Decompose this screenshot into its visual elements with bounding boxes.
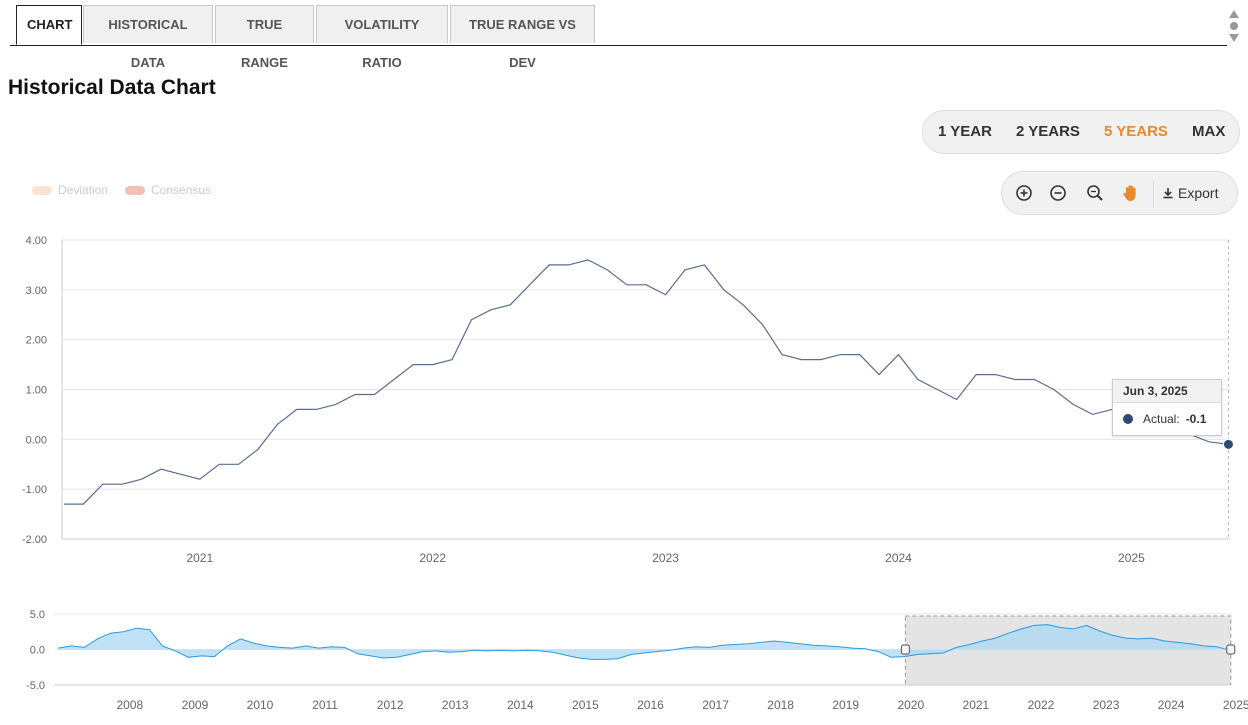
arrow-up-icon: [1229, 10, 1239, 18]
legend-item-consensus[interactable]: Consensus: [125, 183, 211, 197]
page-title: Historical Data Chart: [8, 76, 216, 99]
nav-x-tick-label: 2011: [312, 698, 338, 712]
magnifier-icon[interactable]: [1084, 182, 1106, 204]
navigator-line: [58, 624, 1230, 660]
arrow-down-icon: [1229, 34, 1239, 42]
y-tick-label: 1.00: [26, 385, 47, 397]
x-tick-label: 2022: [419, 551, 446, 565]
nav-y-tick-label: 0.0: [30, 645, 45, 657]
nav-x-tick-label: 2009: [182, 698, 209, 712]
x-tick-label: 2024: [885, 551, 912, 565]
tooltip-row: Actual: -0.1: [1113, 403, 1221, 435]
legend-swatch-deviation: [32, 186, 52, 196]
zoom-out-icon[interactable]: [1047, 182, 1069, 204]
nav-x-tick-label: 2017: [702, 698, 729, 712]
legend-label-consensus: Consensus: [151, 183, 212, 197]
chart-tooltip: Jun 3, 2025 Actual: -0.1: [1112, 379, 1222, 436]
nav-x-tick-label: 2024: [1158, 698, 1185, 712]
nav-x-tick-label: 2016: [637, 698, 664, 712]
y-tick-label: 2.00: [26, 335, 47, 347]
y-tick-label: -1.00: [22, 484, 47, 496]
range-5-years-button[interactable]: 5 YEARS: [1104, 123, 1168, 140]
dot-icon: [1230, 22, 1238, 30]
nav-x-tick-label: 2010: [247, 698, 274, 712]
tab-true-range-vs-dev[interactable]: TRUE RANGE VS DEV: [450, 5, 595, 70]
x-tick-label: 2025: [1118, 551, 1145, 565]
tab-bar: CHART HISTORICAL DATA TRUE RANGE VOLATIL…: [10, 5, 1227, 70]
last-point-marker: [1222, 438, 1234, 450]
y-tick-label: 3.00: [26, 285, 47, 297]
nav-y-tick-label: -5.0: [26, 680, 45, 692]
nav-x-tick-label: 2018: [767, 698, 794, 712]
nav-x-tick-label: 2014: [507, 698, 534, 712]
nav-x-tick-label: 2025: [1223, 698, 1248, 712]
tooltip-series-label: Actual:: [1143, 412, 1180, 426]
zoom-in-icon[interactable]: [1013, 182, 1035, 204]
nav-x-tick-label: 2020: [897, 698, 924, 712]
navigator-handle-left[interactable]: [900, 644, 910, 655]
tooltip-value: -0.1: [1185, 412, 1207, 426]
tab-volatility-ratio[interactable]: VOLATILITY RATIO: [316, 5, 448, 70]
nav-y-tick-label: 5.0: [30, 609, 45, 621]
range-1-year-button[interactable]: 1 YEAR: [938, 123, 992, 140]
nav-x-tick-label: 2015: [572, 698, 599, 712]
nav-x-tick-label: 2023: [1093, 698, 1120, 712]
range-max-button[interactable]: MAX: [1192, 123, 1226, 140]
nav-x-tick-label: 2022: [1028, 698, 1055, 712]
tab-scroll-arrows[interactable]: [1228, 8, 1240, 44]
nav-x-tick-label: 2021: [963, 698, 990, 712]
navigator-handle-right[interactable]: [1226, 644, 1236, 655]
actual-series-line: [63, 259, 1229, 505]
y-tick-label: 4.00: [26, 235, 47, 247]
download-icon: [1163, 188, 1173, 199]
range-selector: 1 YEAR 2 YEARS 5 YEARS MAX: [922, 110, 1240, 154]
nav-x-tick-label: 2008: [116, 698, 143, 712]
tab-chart[interactable]: CHART: [16, 5, 82, 45]
tooltip-series-marker: [1123, 414, 1133, 424]
export-label: Export: [1178, 185, 1219, 201]
nav-x-tick-label: 2019: [832, 698, 859, 712]
main-line-chart[interactable]: 4.00 3.00 2.00 1.00 0.00 -1.00 -2.00 2021 2022 20…: [0, 225, 1248, 575]
tab-true-range[interactable]: TRUE RANGE: [215, 5, 314, 70]
navigator-chart[interactable]: 5.0 0.0 -5.0 2008 2009 2010 2011 2012 2013 2014 20…: [0, 600, 1248, 725]
toolbar-divider: [1153, 180, 1154, 208]
range-2-years-button[interactable]: 2 YEARS: [1016, 123, 1080, 140]
legend-label-deviation: Deviation: [58, 183, 109, 197]
legend-item-deviation[interactable]: Deviation: [32, 183, 108, 197]
tooltip-date: Jun 3, 2025: [1113, 380, 1221, 403]
legend-swatch-consensus: [125, 186, 145, 196]
x-tick-label: 2023: [652, 551, 679, 565]
tab-historical-data[interactable]: HISTORICAL DATA: [83, 5, 213, 70]
export-button[interactable]: Export: [1162, 172, 1218, 214]
hand-icon[interactable]: [1120, 182, 1142, 204]
y-tick-label: 0.00: [26, 434, 47, 446]
navigator-selection: [904, 615, 1232, 686]
navigator-area: [58, 624, 1230, 660]
x-tick-label: 2021: [186, 551, 213, 565]
y-tick-label: -2.00: [22, 534, 47, 546]
chart-toolbar: Export: [1001, 171, 1238, 215]
nav-x-tick-label: 2012: [377, 698, 404, 712]
nav-x-tick-label: 2013: [442, 698, 469, 712]
